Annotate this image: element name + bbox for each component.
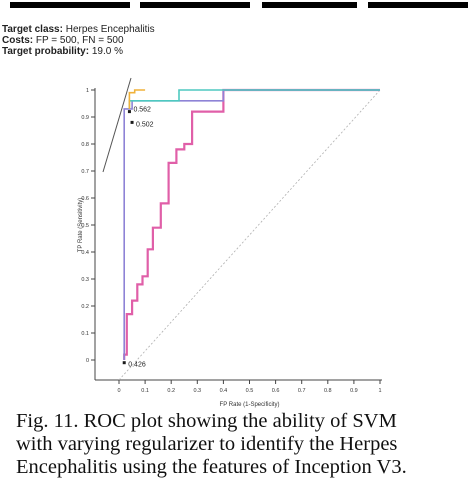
x-tick-label: 0.8 [324,388,332,394]
threshold-label: 0.426 [128,362,146,369]
x-tick-label: 0.7 [298,388,306,394]
y-tick-label: 0.8 [81,142,89,148]
threshold-label: 0.562 [133,107,151,114]
x-tick-label: 0.1 [141,388,149,394]
chart-header: Target class: Herpes Encephalitis Costs:… [2,24,155,57]
figure-caption: Fig. 11. ROC plot showing the ability of… [16,410,472,479]
x-tick-label: 0.6 [272,388,280,394]
costs-value: FP = 500, FN = 500 [35,35,124,46]
caption-line-3: Encephalitis using the features of Incep… [16,456,407,478]
caption-line-2: with varying regularizer to identify the… [16,433,398,455]
y-tick-label: 0.1 [81,331,89,337]
roc-series-4 [128,89,146,109]
y-tick-label: 0.2 [81,304,89,310]
threshold-marker [130,120,134,124]
y-tick-label: 0.3 [81,277,89,283]
target-probability-label: Target probability: [2,46,90,57]
y-tick-label: 0.6 [81,196,89,202]
target-probability-row: Target probability: 19.0 % [2,46,155,57]
threshold-marker [122,361,126,365]
roc-series-1 [123,88,380,360]
x-axis-label: FP Rate (1-Specificity) [220,402,280,408]
x-tick-label: 0.3 [193,388,201,394]
y-tick-label: 0.5 [81,223,89,229]
threshold-marker [127,110,131,114]
threshold-label: 0.502 [136,121,154,128]
roc-series-3 [128,89,380,109]
target-class-value: Herpes Encephalitis [65,24,155,35]
cropped-top-text [0,0,474,12]
x-tick-label: 0.2 [167,388,175,394]
y-tick-label: 1 [86,88,89,94]
costs-row: Costs: FP = 500, FN = 500 [2,35,155,46]
target-class-label: Target class: [2,24,63,35]
x-tick-label: 1 [378,388,381,394]
iso-performance-line [102,77,132,173]
caption-line-1: Fig. 11. ROC plot showing the ability of… [16,410,397,432]
target-probability-value: 19.0 % [91,46,123,57]
x-tick-label: 0.5 [246,388,254,394]
roc-chart: 0 0.2 0.4 0.6 0.8 1 0.1 0.3 0.5 0.7 0.9 0 0.2 0.4 0.6 0… [78,77,382,408]
y-axis-label: TP Rate (Sensitivity) [78,198,84,253]
chance-diagonal [118,89,381,381]
y-tick-label: 0.7 [81,169,89,175]
target-class-row: Target class: Herpes Encephalitis [2,24,155,35]
x-tick-label: 0.9 [350,388,358,394]
y-tick-label: 0 [86,358,89,364]
x-tick-label: 0 [117,388,120,394]
roc-series-2 [123,89,380,360]
costs-label: Costs: [2,35,34,46]
x-tick-label: 0.4 [220,388,228,394]
y-tick-label: 0.9 [81,115,89,121]
cropped-text-remnants [10,2,468,8]
y-tick-label: 0.4 [81,250,89,256]
